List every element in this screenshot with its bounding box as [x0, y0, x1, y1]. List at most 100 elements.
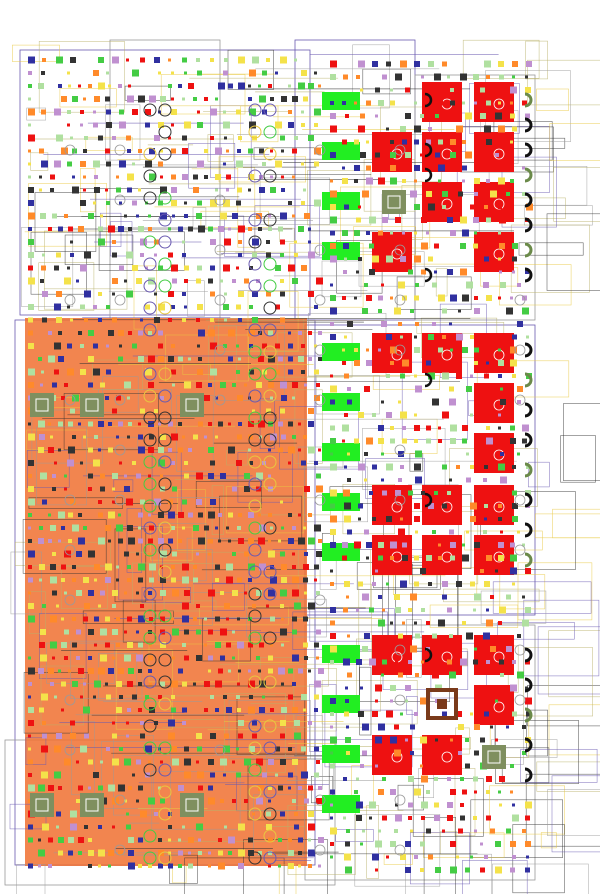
via-marker [426, 751, 429, 755]
via-marker [506, 646, 512, 652]
via-marker [398, 451, 404, 457]
via-marker [308, 240, 311, 244]
circle-pin [143, 103, 157, 117]
via-marker [124, 474, 127, 478]
via-marker [76, 551, 82, 557]
via-marker [154, 135, 160, 141]
via-marker [98, 604, 101, 608]
via-marker [442, 205, 446, 209]
via-marker [278, 447, 283, 453]
via-marker [28, 667, 35, 675]
trace-loop [101, 741, 171, 809]
circle-pin [514, 344, 526, 356]
trace-loop [535, 513, 600, 539]
via-marker [108, 850, 114, 856]
via-marker [510, 359, 517, 367]
circle-pin [514, 544, 526, 556]
via-marker [28, 227, 32, 231]
circle-pin [394, 144, 406, 156]
via-marker [112, 629, 118, 635]
via-marker [314, 123, 318, 127]
via-marker [288, 446, 295, 454]
via-marker [39, 434, 45, 440]
via-marker [237, 526, 241, 530]
via-marker [262, 772, 267, 778]
via-marker [512, 126, 517, 132]
via-marker [308, 446, 315, 454]
via-marker [390, 165, 396, 171]
via-marker [112, 733, 117, 739]
via-marker [140, 810, 147, 818]
via-marker [160, 175, 163, 179]
via-marker [378, 230, 383, 236]
circle-pin [214, 194, 226, 206]
via-marker [281, 395, 287, 401]
via-marker [414, 463, 421, 471]
circle-pin [514, 394, 526, 406]
via-marker [249, 746, 255, 752]
trace-loop [133, 265, 158, 330]
via-marker [270, 708, 274, 712]
green-pad [322, 795, 360, 813]
via-marker [28, 565, 32, 569]
circle-pin [143, 455, 157, 469]
via-marker [76, 629, 81, 635]
via-marker [442, 411, 449, 419]
trace-loop [246, 598, 327, 638]
via-marker [116, 395, 121, 401]
via-marker [294, 136, 298, 140]
via-marker [98, 318, 102, 322]
via-marker [486, 75, 490, 79]
via-marker [237, 617, 240, 621]
trace-loop [177, 489, 206, 551]
via-marker [252, 238, 259, 246]
via-marker [499, 803, 502, 807]
via-marker [48, 355, 55, 363]
via-marker [188, 357, 191, 361]
via-marker [262, 695, 265, 699]
via-marker [149, 434, 154, 440]
via-marker [220, 655, 225, 661]
via-marker [270, 576, 277, 584]
via-marker [244, 473, 250, 479]
trace-loop [169, 854, 198, 884]
circle-pin [314, 294, 326, 306]
via-marker [280, 253, 284, 257]
via-marker [236, 772, 241, 778]
via-marker [184, 201, 187, 205]
via-marker [398, 478, 402, 482]
via-marker [426, 790, 430, 794]
via-marker [136, 214, 139, 218]
via-marker [480, 737, 485, 743]
circle-pin [158, 125, 172, 139]
via-marker [330, 179, 333, 183]
via-marker [160, 149, 163, 153]
via-marker [354, 296, 357, 300]
via-marker [248, 642, 253, 648]
via-marker [128, 537, 135, 545]
via-marker [525, 607, 531, 613]
via-marker [178, 850, 183, 856]
via-marker [510, 684, 517, 692]
circle-pin [314, 844, 326, 856]
circle-pin [114, 144, 126, 156]
via-marker [215, 564, 220, 570]
via-marker [356, 801, 363, 809]
via-marker [486, 179, 490, 183]
trace-loop [12, 44, 60, 62]
via-marker [112, 278, 118, 284]
via-marker [298, 537, 305, 545]
via-marker [292, 396, 295, 400]
via-marker [408, 816, 412, 820]
via-marker [308, 838, 311, 842]
via-marker [182, 825, 185, 829]
via-marker [294, 58, 297, 62]
via-marker [127, 642, 133, 648]
via-marker [48, 447, 54, 453]
via-marker [484, 465, 488, 469]
circle-pin [248, 455, 262, 469]
via-marker [238, 291, 244, 297]
via-marker [483, 478, 487, 482]
via-marker [522, 438, 527, 444]
via-marker [39, 148, 44, 154]
